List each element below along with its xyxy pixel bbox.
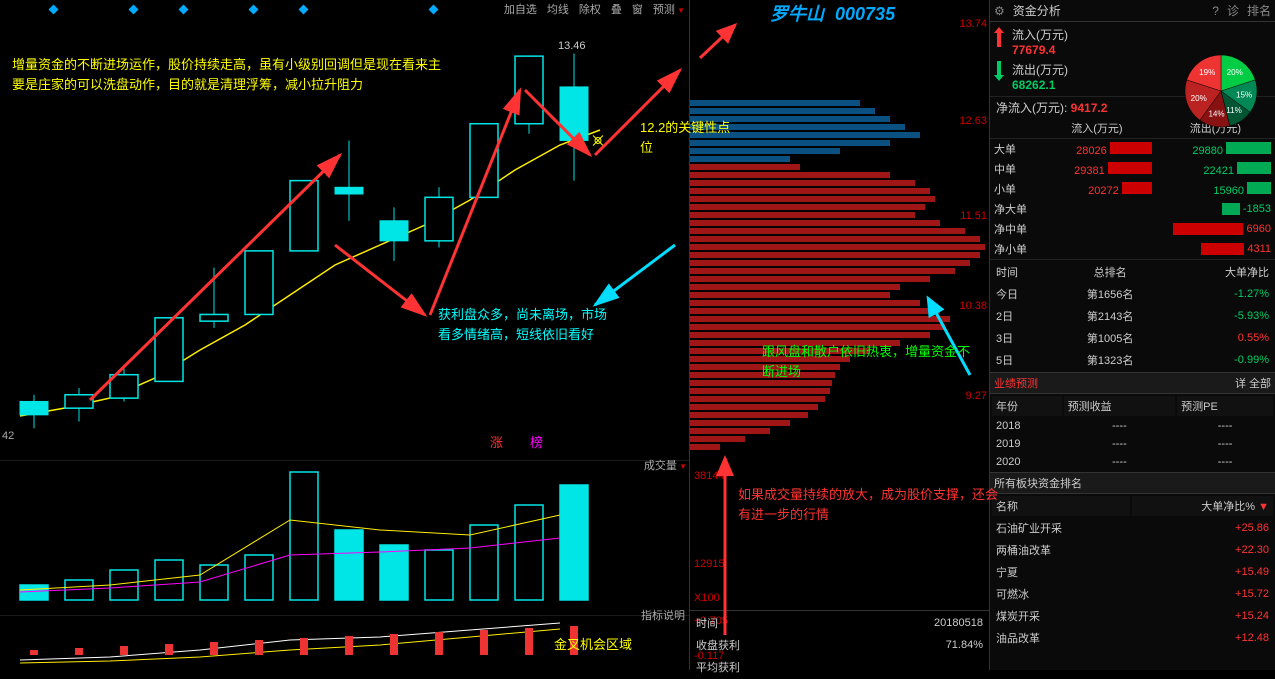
svg-text:19%: 19% [1199,68,1215,77]
table-row[interactable]: 煤炭开采+15.24 [992,606,1273,626]
profile-area: 罗牛山 000735 13.7412.6311.5110.389.27 跟风盘和… [690,0,990,670]
table-row: 净中单 6960 [990,219,1275,239]
table-row: 净大单 -1853 [990,199,1275,219]
net-label: 净流入(万元): [996,101,1067,115]
table-row: 2018-------- [992,418,1273,434]
price-high: 13.46 [558,38,586,55]
forecast-dropdown[interactable]: 预测 [649,0,689,18]
forecast-table: 年份 预测收益 预测PE 2018--------2019--------202… [990,394,1275,472]
table-row[interactable]: 两桶油改革+22.30 [992,540,1273,560]
table-row: 平均获利 [692,657,987,677]
table-row: 3日第1005名0.55% [992,328,1273,348]
net-value: 9417.2 [1071,101,1108,115]
forecast-header: 业绩预测 详 全部 [990,372,1275,394]
svg-text:20%: 20% [1191,94,1207,103]
table-row[interactable]: 油品改革+12.48 [992,628,1273,648]
stock-code: 000735 [835,4,895,24]
table-row: 大单 28026 29880 [990,139,1275,160]
panel-title: 资金分析 [1009,2,1209,19]
svg-text:20%: 20% [1227,68,1243,77]
indicator-label[interactable]: 指标说明 [637,605,689,625]
col-in: 流入(万元) [1038,118,1156,139]
stock-name: 罗牛山 [770,4,824,24]
rank-table: 时间 总排名 大单净比 今日第1656名-1.27%2日第2143名-5.93%… [990,259,1275,372]
table-row: 中单 29381 22421 [990,159,1275,179]
volume-chart[interactable] [0,460,690,605]
marker-diamond [129,5,139,15]
table-row: 小单 20272 15960 [990,179,1275,199]
sector-header: 所有板块资金排名 [990,472,1275,494]
inflow-label: 流入(万元) [1012,26,1269,43]
diag-icon[interactable]: 诊 [1223,2,1243,19]
zhang-label: 涨 [490,433,503,453]
svg-text:14%: 14% [1208,110,1224,119]
window-button[interactable]: 窗 [628,0,647,18]
price-tick: 9.27 [694,390,987,402]
marker-diamond [299,5,309,15]
vol-dropdown[interactable]: 成交量 [644,457,687,473]
forecast-more[interactable]: 详 全部 [1235,375,1271,391]
rank-button[interactable]: 排名 [1243,2,1275,19]
annotation-2: 12.2的关键性点位 [640,118,740,157]
bang-label: 榜 [530,433,543,453]
chart-area: 加自选 均线 除权 叠 窗 预测 增量资金的不断进场运作，股价持续走高，虽有小级… [0,0,690,670]
net-table: 净大单 -1853 净中单 6960 净小单 4311 [990,199,1275,259]
table-row[interactable]: 石油矿业开采+25.86 [992,518,1273,538]
price-tick: 11.51 [694,210,987,222]
marker-diamond [49,5,59,15]
overlay-button[interactable]: 叠 [607,0,626,18]
marker-diamond [249,5,259,15]
table-row: 5日第1323名-0.99% [992,350,1273,370]
annotation-6: 金叉机会区域 [554,635,632,655]
svg-text:11%: 11% [1226,106,1242,115]
chart-toolbar: 加自选 均线 除权 叠 窗 预测 [500,0,689,18]
fund-panel: ⚙ 资金分析 ? 诊 排名 流入(万元) 77679.4 流出(万元) 6826… [990,0,1275,670]
ma-button[interactable]: 均线 [543,0,573,18]
table-row: 2日第2143名-5.93% [992,306,1273,326]
annotation-1: 增量资金的不断进场运作，股价持续走高，虽有小级别回调但是现在看来主要是庄家的可以… [12,55,452,94]
annotation-3: 获利盘众多，尚未离场，市场看多情绪高，短线依旧看好 [438,305,618,344]
table-row: 净小单 4311 [990,239,1275,259]
table-row: 2019-------- [992,436,1273,452]
sector-table: 名称 大单净比% ▼ 石油矿业开采+25.86两桶油改革+22.30宁夏+15.… [990,494,1275,650]
table-row[interactable]: 宁夏+15.49 [992,562,1273,582]
marker-diamond [429,5,439,15]
table-row: 今日第1656名-1.27% [992,284,1273,304]
stock-header: 罗牛山 000735 [770,0,895,26]
table-row[interactable]: 可燃冰+15.72 [992,584,1273,604]
annotation-5: 如果成交量持续的放大，成为股价支撑，还会有进一步的行情 [738,485,998,524]
table-row: 2020-------- [992,454,1273,470]
svg-text:15%: 15% [1236,90,1252,99]
marker-diamond [179,5,189,15]
annotation-4: 跟风盘和散户依旧热衷，增量资金不断进场 [762,342,972,381]
axis-left-label: 42 [2,428,14,445]
pie-chart: 20%15%11%14%20%19% [1171,46,1271,136]
gear-icon[interactable]: ⚙ [990,4,1009,18]
panel-header: ⚙ 资金分析 ? 诊 排名 [990,0,1275,22]
volume-toolbar: 成交量 [642,455,689,475]
adj-button[interactable]: 除权 [575,0,605,18]
add-fav-button[interactable]: 加自选 [500,0,541,18]
help-icon[interactable]: ? [1208,4,1223,18]
